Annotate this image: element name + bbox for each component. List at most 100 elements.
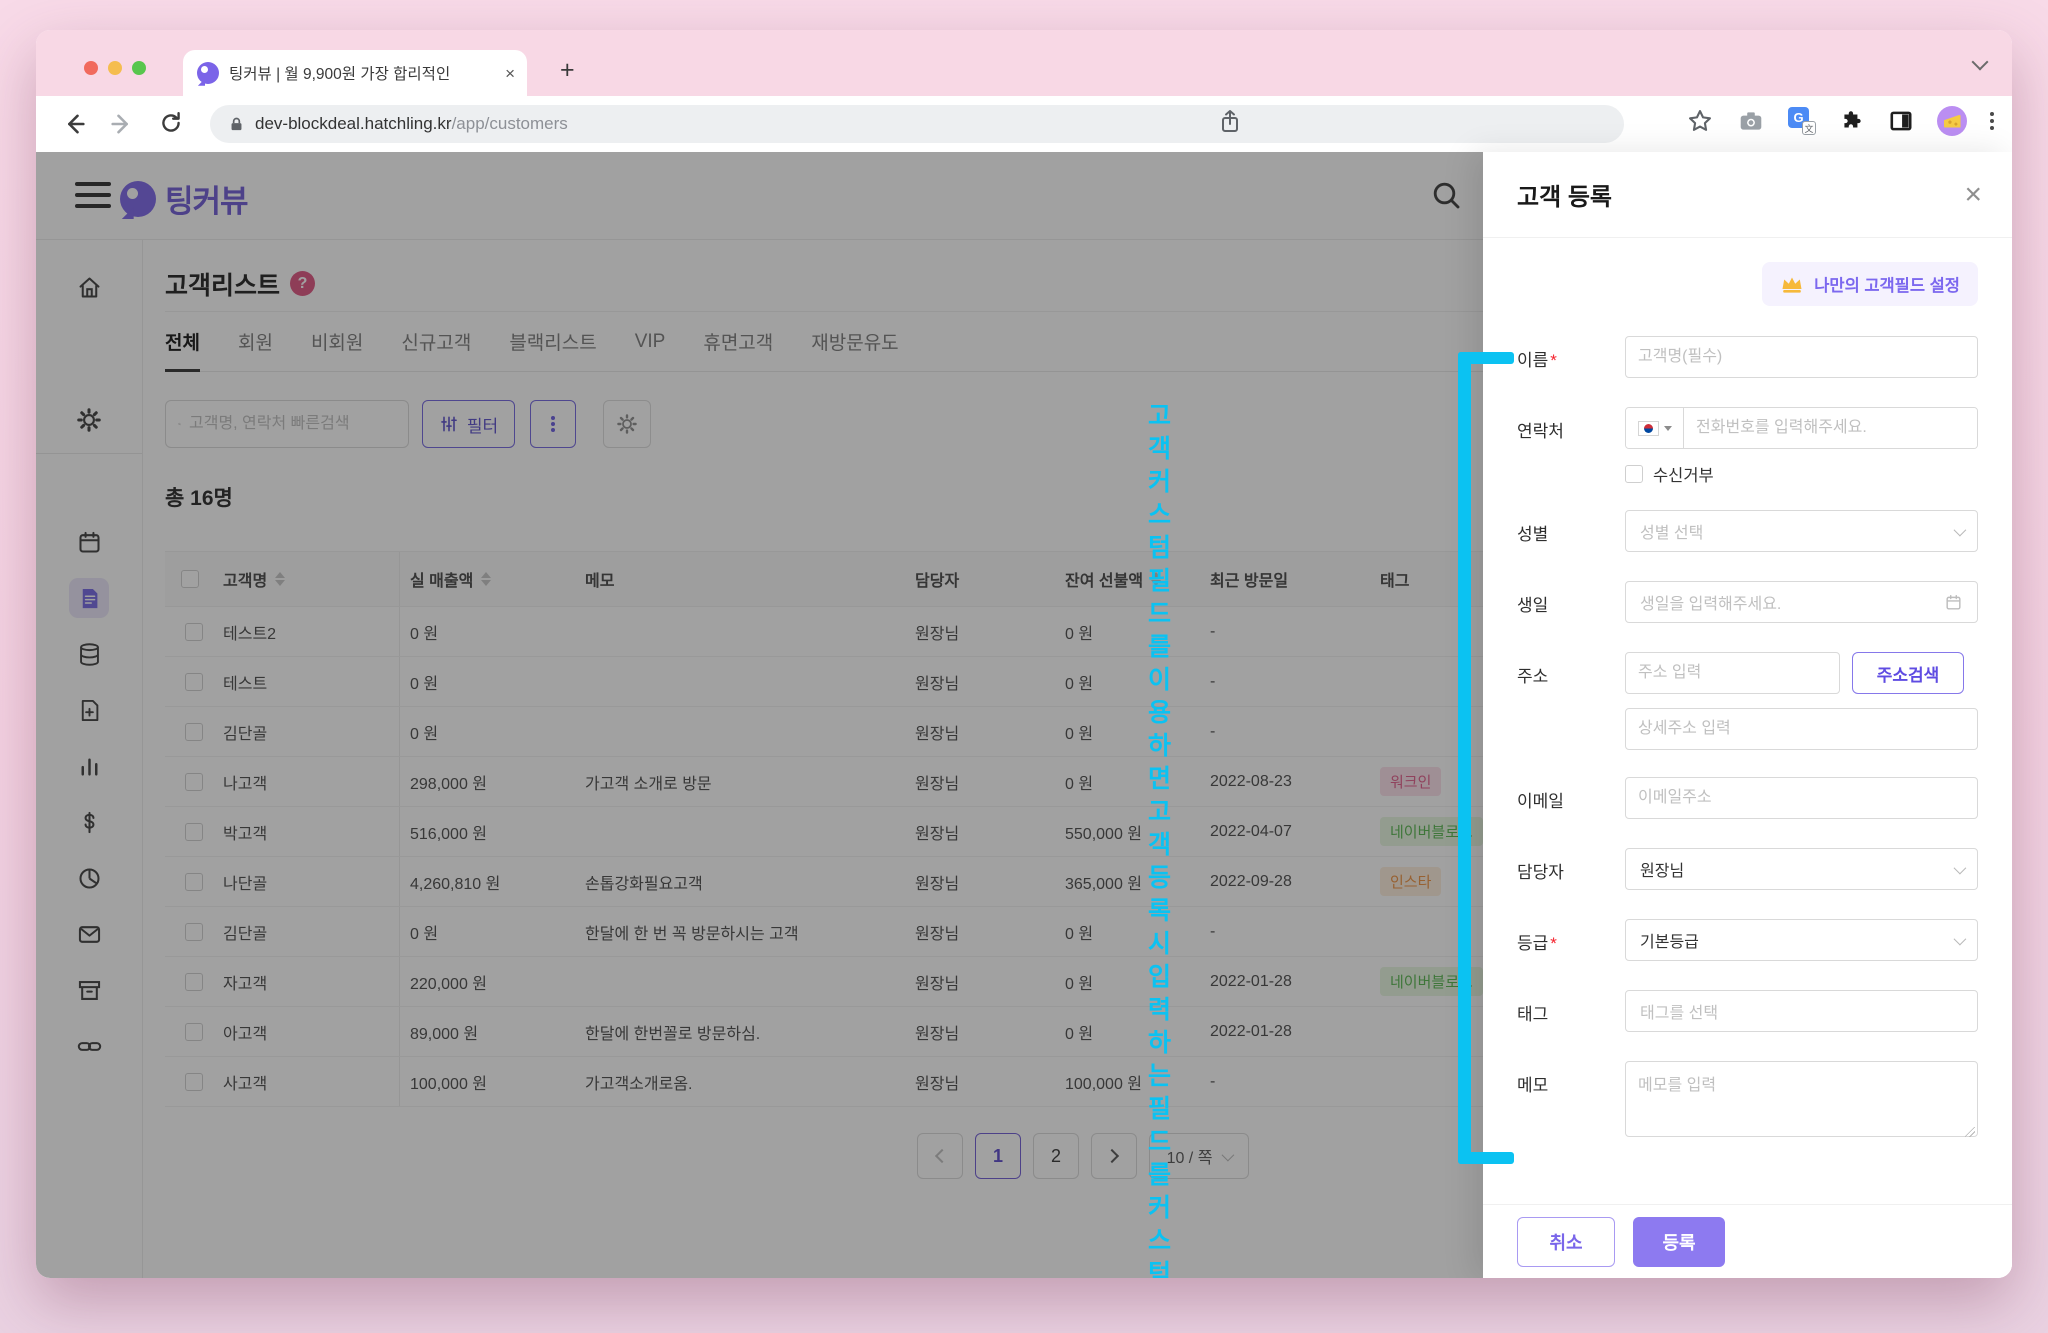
sidebar-item-links[interactable]	[69, 1026, 109, 1066]
sidebar-item-customers[interactable]	[69, 578, 109, 618]
tab-close-icon[interactable]: ×	[505, 63, 515, 83]
email-input[interactable]	[1625, 777, 1978, 819]
browser-menu-icon[interactable]	[1990, 112, 1994, 130]
table-row[interactable]: 아고객 89,000 원 한달에 한번꼴로 방문하심. 원장님 0 원 2022-01-2…	[165, 1007, 1483, 1057]
cell-check[interactable]	[165, 957, 223, 1006]
table-settings-button[interactable]	[603, 400, 651, 448]
row-checkbox[interactable]	[185, 672, 203, 691]
sidebar-item-settings[interactable]	[69, 400, 109, 440]
sidebar-item-sales[interactable]	[69, 802, 109, 842]
page-button-2[interactable]: 2	[1033, 1133, 1079, 1179]
filter-button[interactable]: 필터	[422, 400, 515, 448]
manager-select[interactable]: 원장님	[1625, 848, 1978, 890]
column-header[interactable]: 실 매출액	[400, 552, 585, 606]
next-page-button[interactable]	[1091, 1133, 1137, 1179]
birthday-input[interactable]: 생일을 입력해주세요.	[1625, 581, 1978, 623]
table-row[interactable]: 김단골 0 원 한달에 한 번 꼭 방문하시는 고객 원장님 0 원 -	[165, 907, 1483, 957]
row-checkbox[interactable]	[185, 722, 203, 741]
hamburger-menu-icon[interactable]	[75, 182, 111, 208]
customer-search-box[interactable]	[165, 400, 409, 448]
cell-check[interactable]	[165, 707, 223, 756]
sidebar-item-new-file[interactable]	[69, 690, 109, 730]
cell-check[interactable]	[165, 757, 223, 806]
row-checkbox[interactable]	[185, 972, 203, 991]
tab-전체[interactable]: 전체	[165, 312, 200, 372]
table-row[interactable]: 나단골 4,260,810 원 손톱강화필요고객 원장님 365,000 원 2022-0…	[165, 857, 1483, 907]
address-search-button[interactable]: 주소검색	[1852, 652, 1964, 694]
cell-check[interactable]	[165, 807, 223, 856]
table-row[interactable]: 사고객 100,000 원 가고객소개로옴. 원장님 100,000 원 -	[165, 1057, 1483, 1107]
sidebar-item-messages[interactable]	[69, 914, 109, 954]
global-search-icon[interactable]	[1428, 177, 1464, 213]
column-header[interactable]: 잔여 선불액	[1055, 552, 1210, 606]
cell-check[interactable]	[165, 1007, 223, 1056]
select-all-checkbox[interactable]	[181, 570, 199, 588]
tab-VIP[interactable]: VIP	[634, 330, 666, 352]
close-icon[interactable]: ×	[1964, 177, 1982, 211]
row-checkbox[interactable]	[185, 922, 203, 941]
row-checkbox[interactable]	[185, 1022, 203, 1041]
camera-icon[interactable]	[1737, 108, 1765, 134]
cell-check[interactable]	[165, 607, 223, 656]
tab-휴면고객[interactable]: 휴면고객	[703, 333, 774, 354]
help-icon[interactable]: ?	[290, 271, 316, 296]
submit-button[interactable]: 등록	[1633, 1216, 1725, 1267]
row-checkbox[interactable]	[185, 822, 203, 841]
table-row[interactable]: 자고객 220,000 원 원장님 0 원 2022-01-28 네이버블로그	[165, 957, 1483, 1007]
address-input[interactable]	[1625, 652, 1840, 694]
table-row[interactable]: 박고객 516,000 원 원장님 550,000 원 2022-04-07 네이버블로그	[165, 807, 1483, 857]
row-checkbox[interactable]	[185, 772, 203, 791]
sidebar-item-calendar[interactable]	[69, 522, 109, 562]
table-row[interactable]: 테스트 0 원 원장님 0 원 -	[165, 657, 1483, 707]
table-row[interactable]: 테스트2 0 원 원장님 0 원 -	[165, 607, 1483, 657]
memo-textarea[interactable]	[1625, 1061, 1978, 1137]
opt-out-checkbox[interactable]	[1625, 465, 1643, 483]
side-panel-icon[interactable]	[1888, 108, 1914, 134]
page-size-select[interactable]: 10 / 쪽	[1149, 1133, 1249, 1179]
name-input[interactable]	[1625, 336, 1978, 378]
bookmark-star-icon[interactable]	[1686, 107, 1714, 135]
minimize-window-button[interactable]	[108, 61, 122, 75]
page-button-1[interactable]: 1	[975, 1133, 1021, 1179]
cell-check[interactable]	[165, 857, 223, 906]
tab-비회원[interactable]: 비회원	[310, 333, 364, 354]
table-row[interactable]: 나고객 298,000 원 가고객 소개로 방문 원장님 0 원 2022-08-23 워크…	[165, 757, 1483, 807]
sidebar-item-home[interactable]	[69, 267, 109, 307]
prev-page-button[interactable]	[917, 1133, 963, 1179]
tab-strip-chevron-icon[interactable]	[1971, 53, 1989, 71]
grade-select[interactable]: 기본등급	[1625, 919, 1978, 961]
profile-avatar[interactable]	[1937, 106, 1967, 136]
sort-icon[interactable]	[275, 572, 286, 586]
app-logo[interactable]: 팅커뷰	[120, 176, 249, 221]
table-row[interactable]: 김단골 0 원 원장님 0 원 -	[165, 707, 1483, 757]
sidebar-item-statistics[interactable]	[69, 746, 109, 786]
close-window-button[interactable]	[84, 61, 98, 75]
new-tab-button[interactable]: +	[560, 56, 575, 84]
cancel-button[interactable]: 취소	[1517, 1216, 1615, 1267]
sort-icon[interactable]	[1151, 572, 1162, 586]
sidebar-item-archive[interactable]	[69, 970, 109, 1010]
address-detail-input[interactable]	[1625, 708, 1978, 750]
column-header[interactable]: 고객명	[223, 552, 400, 606]
sidebar-item-database[interactable]	[69, 634, 109, 674]
sidebar-item-reports[interactable]	[69, 858, 109, 898]
browser-tab[interactable]: 팅커뷰 | 월 9,900원 가장 합리적인 ×	[183, 50, 527, 96]
back-icon[interactable]	[60, 110, 88, 138]
resize-handle-icon[interactable]	[1965, 1127, 1975, 1137]
row-checkbox[interactable]	[185, 1072, 203, 1091]
extensions-puzzle-icon[interactable]	[1839, 108, 1865, 134]
phone-input[interactable]	[1684, 408, 1977, 448]
more-actions-button[interactable]	[530, 400, 576, 448]
country-code-select[interactable]	[1626, 408, 1684, 448]
gender-select[interactable]: 성별 선택	[1625, 510, 1978, 552]
row-checkbox[interactable]	[185, 622, 203, 641]
reload-icon[interactable]	[158, 110, 184, 136]
sort-icon[interactable]	[481, 572, 492, 586]
url-bar[interactable]: dev-blockdeal.hatchling.kr/app/customers	[210, 105, 1624, 143]
row-checkbox[interactable]	[185, 872, 203, 891]
maximize-window-button[interactable]	[132, 61, 146, 75]
tab-블랙리스트[interactable]: 블랙리스트	[509, 333, 597, 354]
cell-check[interactable]	[165, 657, 223, 706]
search-input[interactable]	[189, 415, 396, 433]
tab-재방문유도[interactable]: 재방문유도	[811, 333, 899, 354]
